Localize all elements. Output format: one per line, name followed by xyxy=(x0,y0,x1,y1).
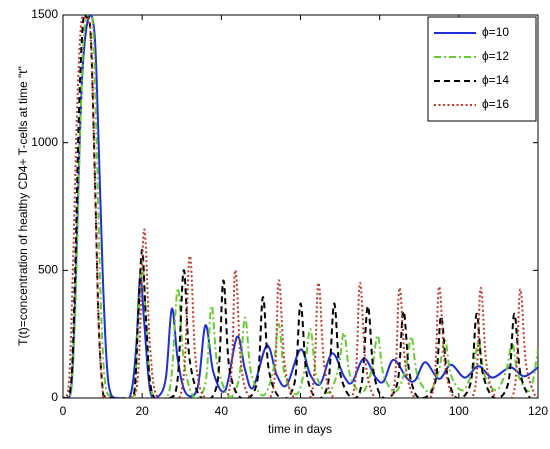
lines xyxy=(63,15,538,398)
series-line xyxy=(63,15,538,398)
series-line xyxy=(63,15,538,398)
legend-label: ϕ=16 xyxy=(482,97,509,111)
x-tick-label: 60 xyxy=(294,404,308,418)
x-tick-label: 40 xyxy=(215,404,229,418)
x-tick-label: 20 xyxy=(135,404,149,418)
x-tick-label: 0 xyxy=(60,404,67,418)
legend-label: ϕ=12 xyxy=(482,49,509,63)
x-tick-label: 80 xyxy=(373,404,387,418)
legend-label: ϕ=10 xyxy=(482,25,509,39)
y-axis-label: T(t)=concentration of healthy CD4+ T-cel… xyxy=(16,66,30,346)
legend-label: ϕ=14 xyxy=(482,73,509,87)
y-tick-label: 1000 xyxy=(31,135,58,149)
legend-box xyxy=(427,16,537,122)
x-axis-label: time in days xyxy=(268,422,332,436)
x-tick-label: 100 xyxy=(449,404,469,418)
y-tick-label: 500 xyxy=(38,263,58,277)
y-tick-label: 1500 xyxy=(31,7,58,21)
y-tick-label: 0 xyxy=(51,390,58,404)
x-tick-label: 120 xyxy=(528,404,548,418)
